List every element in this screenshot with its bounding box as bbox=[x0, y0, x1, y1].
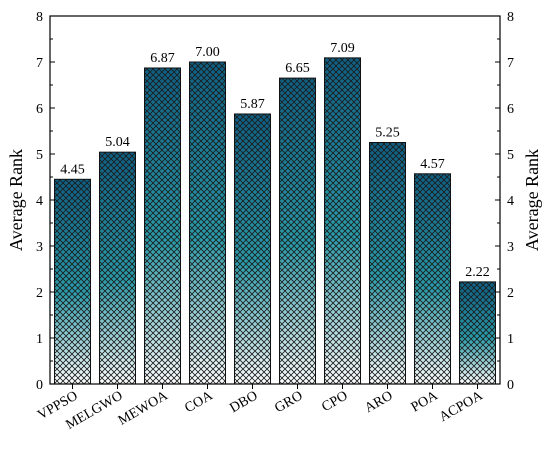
bar-hatch-5 bbox=[279, 77, 316, 385]
data-label-6: 7.09 bbox=[330, 41, 355, 56]
data-label-1: 5.04 bbox=[105, 135, 130, 150]
y-tick-label-left-5: 5 bbox=[36, 148, 43, 163]
y-tick-label-right-3: 3 bbox=[507, 240, 514, 255]
x-tick-label-8: POA bbox=[409, 388, 442, 415]
y-tick-label-right-7: 7 bbox=[507, 56, 514, 71]
y-tick-label-right-8: 8 bbox=[507, 10, 514, 25]
y-tick-label-left-2: 2 bbox=[36, 286, 43, 301]
y-tick-label-right-4: 4 bbox=[507, 194, 514, 209]
y-tick-label-left-6: 6 bbox=[36, 102, 43, 117]
y-tick-label-left-3: 3 bbox=[36, 240, 43, 255]
y-tick-label-left-8: 8 bbox=[36, 10, 43, 25]
data-label-8: 4.57 bbox=[420, 157, 445, 172]
data-label-2: 6.87 bbox=[150, 51, 175, 66]
x-tick-label-7: ARO bbox=[362, 388, 395, 416]
bar-hatch-0 bbox=[54, 178, 91, 385]
data-label-0: 4.45 bbox=[60, 162, 85, 177]
bar-hatch-7 bbox=[369, 142, 406, 385]
y-axis-title-right: Average Rank bbox=[522, 149, 542, 251]
data-label-3: 7.00 bbox=[195, 45, 220, 60]
y-tick-label-left-1: 1 bbox=[36, 332, 43, 347]
y-axis-title-left: Average Rank bbox=[6, 149, 26, 251]
y-tick-label-right-5: 5 bbox=[507, 148, 514, 163]
x-tick-label-6: CPO bbox=[319, 388, 350, 415]
data-label-5: 6.65 bbox=[285, 61, 310, 76]
bar-hatch-2 bbox=[144, 67, 181, 385]
bar-hatch-1 bbox=[99, 151, 136, 385]
bar-hatch-3 bbox=[189, 61, 226, 385]
x-tick-label-9: ACPOA bbox=[437, 388, 486, 425]
y-tick-label-left-4: 4 bbox=[36, 194, 43, 209]
bar-hatch-9 bbox=[459, 281, 496, 385]
x-tick-label-3: COA bbox=[182, 388, 216, 416]
y-tick-label-right-6: 6 bbox=[507, 102, 514, 117]
y-tick-label-left-7: 7 bbox=[36, 56, 43, 71]
y-tick-label-right-1: 1 bbox=[507, 332, 514, 347]
bar-hatch-4 bbox=[234, 113, 271, 385]
bar-hatch-8 bbox=[414, 173, 451, 385]
data-label-9: 2.22 bbox=[465, 265, 490, 280]
y-tick-label-right-2: 2 bbox=[507, 286, 514, 301]
bar-hatch-6 bbox=[324, 57, 361, 385]
x-tick-label-4: DBO bbox=[227, 388, 260, 416]
y-tick-label-left-0: 0 bbox=[36, 378, 43, 393]
data-label-4: 5.87 bbox=[240, 97, 265, 112]
y-tick-label-right-0: 0 bbox=[507, 378, 514, 393]
x-tick-label-2: MEWOA bbox=[116, 388, 171, 429]
data-label-7: 5.25 bbox=[375, 126, 400, 141]
x-tick-label-5: GRO bbox=[272, 388, 305, 416]
